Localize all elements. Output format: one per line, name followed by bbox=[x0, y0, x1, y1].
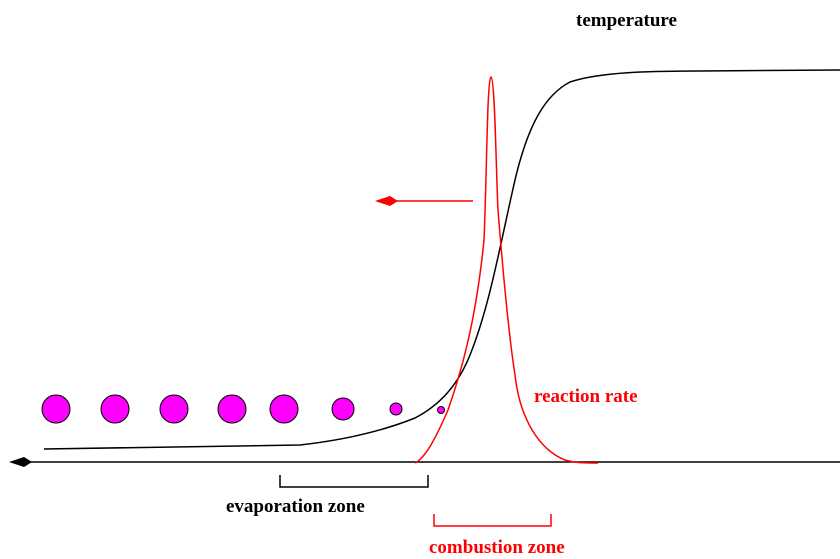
droplet bbox=[217, 394, 247, 424]
droplet bbox=[159, 394, 189, 424]
temperature-label: temperature bbox=[576, 10, 677, 31]
droplet bbox=[331, 397, 355, 421]
droplet bbox=[437, 406, 445, 414]
combustion-zone-bracket bbox=[433, 514, 552, 527]
droplet bbox=[41, 394, 71, 424]
evaporation-zone-label: evaporation zone bbox=[226, 496, 365, 517]
evaporation-zone-bracket bbox=[279, 475, 429, 488]
combustion-zone-label: combustion zone bbox=[429, 537, 565, 558]
x-axis-arrowhead bbox=[9, 457, 32, 467]
reaction-rate-label: reaction rate bbox=[534, 386, 638, 407]
flame-propagation-arrowhead bbox=[375, 196, 398, 206]
droplet bbox=[389, 402, 403, 416]
reaction-rate-curve bbox=[414, 76, 599, 464]
temperature-curve bbox=[43, 69, 840, 450]
droplets bbox=[41, 394, 445, 424]
droplet bbox=[269, 394, 299, 424]
droplet bbox=[100, 394, 130, 424]
